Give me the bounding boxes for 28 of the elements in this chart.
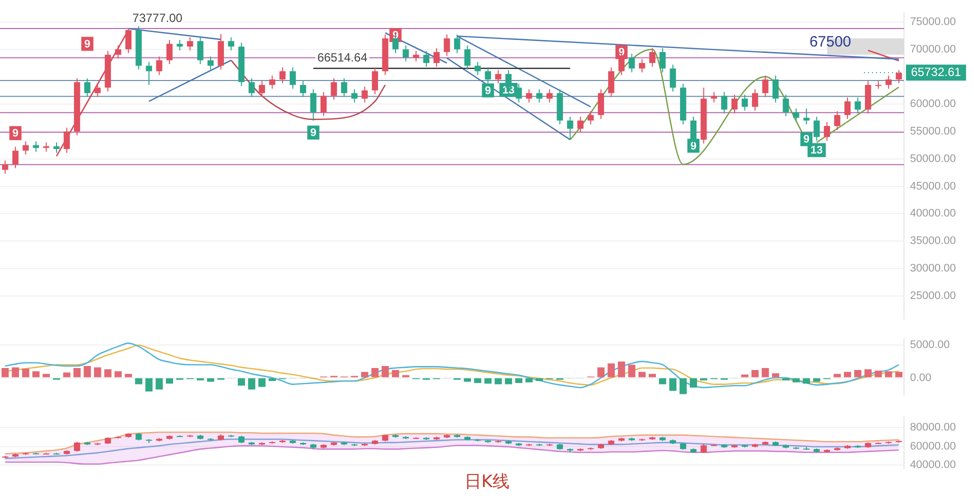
y-tick-label: 60000.00 xyxy=(910,98,956,110)
annotation: 9 xyxy=(12,128,18,140)
y-tick-label: 40000.00 xyxy=(910,458,956,471)
y-tick-label: 0.00 xyxy=(910,372,932,384)
text: 日K线 xyxy=(463,471,511,493)
y-tick-label: 60000.00 xyxy=(910,440,956,452)
y-tick-label: 45000.00 xyxy=(910,180,956,192)
annotation: 9 xyxy=(690,140,696,152)
y-tick-label: 70000.00 xyxy=(910,43,956,56)
y-tick-label: 30000.00 xyxy=(910,262,956,274)
y-tick-label: 55000.00 xyxy=(910,126,956,138)
y-tick-label: 5000.00 xyxy=(910,339,950,352)
y-tick-label: 50000.00 xyxy=(910,152,956,165)
y-tick-label: 40000.00 xyxy=(910,208,956,220)
data-label: 66514.64 xyxy=(317,50,368,65)
band-label: 67500 xyxy=(809,34,852,51)
ref-line-label: 65732.61 xyxy=(911,65,962,79)
annotation: 9 xyxy=(84,38,90,50)
y-tick-label: 80000.00 xyxy=(910,422,956,434)
y-tick-label: 25000.00 xyxy=(910,290,956,302)
annotation: 9 xyxy=(618,46,625,59)
annotation: 9 xyxy=(803,134,810,146)
data-label: 73777.00 xyxy=(132,10,183,25)
y-tick-label: 35000.00 xyxy=(910,235,956,248)
annotation: 9 xyxy=(484,84,492,97)
annotation: 9 xyxy=(310,127,316,140)
annotation: 13 xyxy=(810,144,823,157)
y-tick-label: 75000.00 xyxy=(910,16,956,28)
